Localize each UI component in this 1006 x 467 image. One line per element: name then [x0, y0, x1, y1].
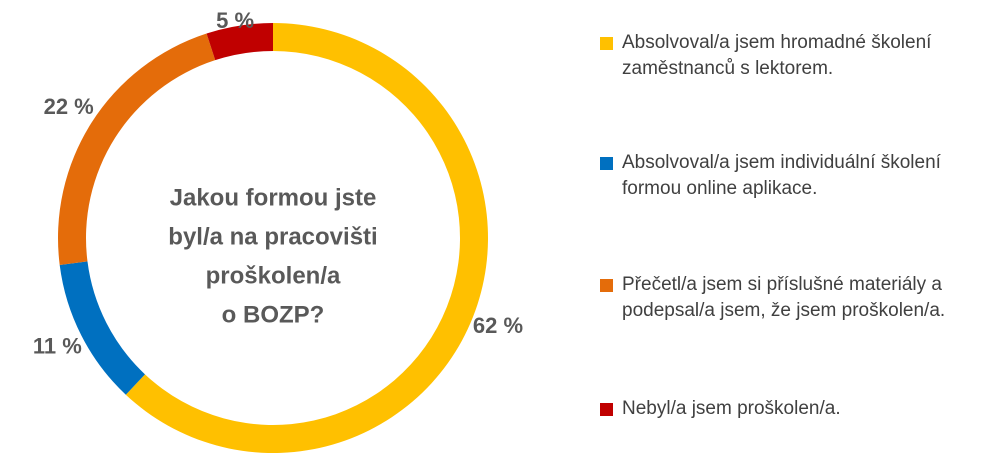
legend-swatch [600, 157, 613, 170]
chart-title: o BOZP? [222, 301, 325, 328]
legend-label: Absolvoval/a jsem hromadné školení zaměs… [622, 32, 932, 79]
legend-swatch [600, 279, 613, 292]
legend-swatch [600, 37, 613, 50]
chart-title: proškolen/a [206, 262, 341, 289]
donut-segment [206, 23, 273, 61]
data-label: 22 % [44, 94, 94, 119]
data-label: 5 % [216, 8, 254, 33]
chart-title: Jakou formou jste [170, 184, 377, 211]
legend-label: Nebyl/a jsem proškolen/a. [622, 398, 841, 419]
data-label: 11 % [33, 334, 82, 359]
legend-label: Absolvoval/a jsem individuální školení f… [622, 152, 941, 199]
donut-segment [59, 261, 145, 395]
donut-segment [125, 23, 489, 453]
legend-swatch [600, 403, 613, 416]
chart-title: byl/a na pracovišti [168, 223, 377, 250]
data-label: 62 % [473, 313, 523, 338]
donut-segment [57, 33, 216, 265]
legend-label: Přečetl/a jsem si příslušné materiály a … [622, 274, 946, 321]
